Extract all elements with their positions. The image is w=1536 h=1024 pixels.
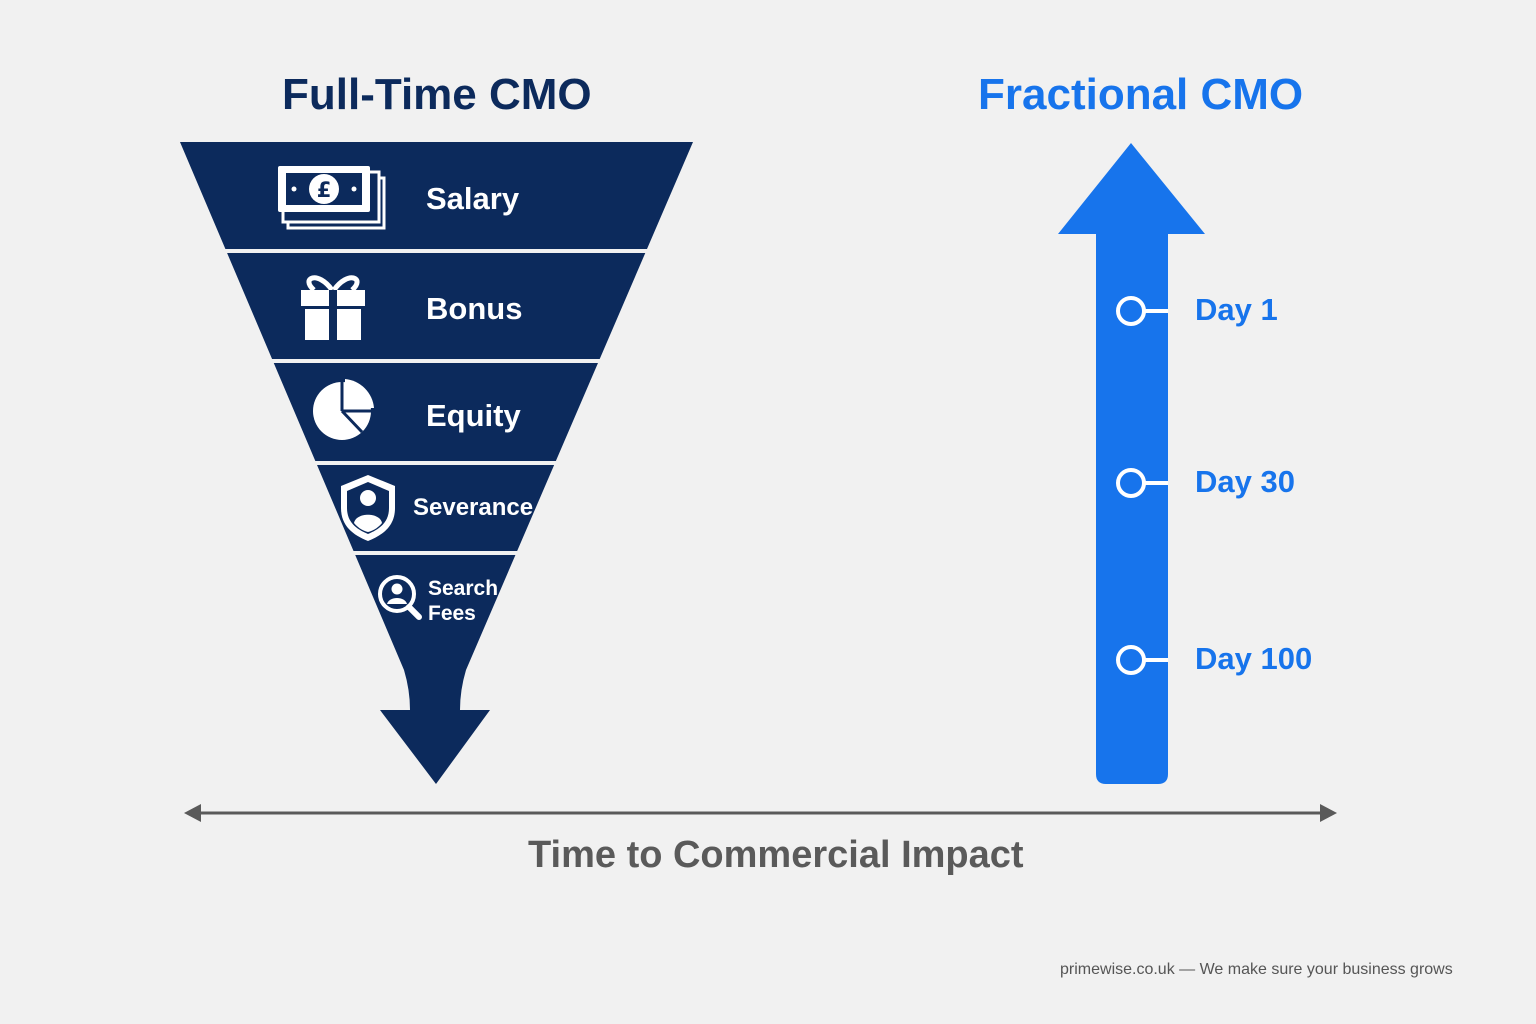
fractional-title: Fractional CMO xyxy=(978,70,1304,119)
search-person-icon xyxy=(378,575,422,620)
arrow-shape xyxy=(1058,143,1205,784)
axis-arrow-left xyxy=(184,804,201,822)
fractional-arrow xyxy=(1058,143,1205,784)
time-axis xyxy=(184,804,1337,822)
banknotes-pound-icon: £ xyxy=(278,166,386,230)
funnel-divider xyxy=(150,551,730,555)
svg-text:£: £ xyxy=(317,178,332,202)
milestone-label-day-100: Day 100 xyxy=(1195,641,1313,676)
layer-label-bonus: Bonus xyxy=(426,291,523,326)
pie-chart-icon xyxy=(313,379,374,440)
milestone-marker xyxy=(1116,468,1168,498)
footer-tagline: primewise.co.uk — We make sure your busi… xyxy=(1060,961,1453,978)
cost-funnel: £ xyxy=(150,142,730,784)
funnel-divider xyxy=(150,461,730,465)
axis-arrow-right xyxy=(1320,804,1337,822)
gift-icon xyxy=(301,275,365,340)
axis-label: Time to Commercial Impact xyxy=(528,834,1024,876)
full-time-title: Full-Time CMO xyxy=(282,70,592,119)
milestone-marker xyxy=(1116,645,1168,675)
milestone-marker xyxy=(1116,296,1168,326)
layer-label-severance: Severance xyxy=(413,494,534,521)
funnel-divider xyxy=(150,249,730,253)
milestone-label-day-30: Day 30 xyxy=(1195,464,1295,499)
layer-label-search-fees: Search Fees xyxy=(428,577,499,625)
funnel-divider xyxy=(150,359,730,363)
layer-label-equity: Equity xyxy=(426,398,521,433)
shield-person-icon xyxy=(341,475,395,541)
milestone-label-day-1: Day 1 xyxy=(1195,292,1278,327)
layer-label-salary: Salary xyxy=(426,181,520,216)
